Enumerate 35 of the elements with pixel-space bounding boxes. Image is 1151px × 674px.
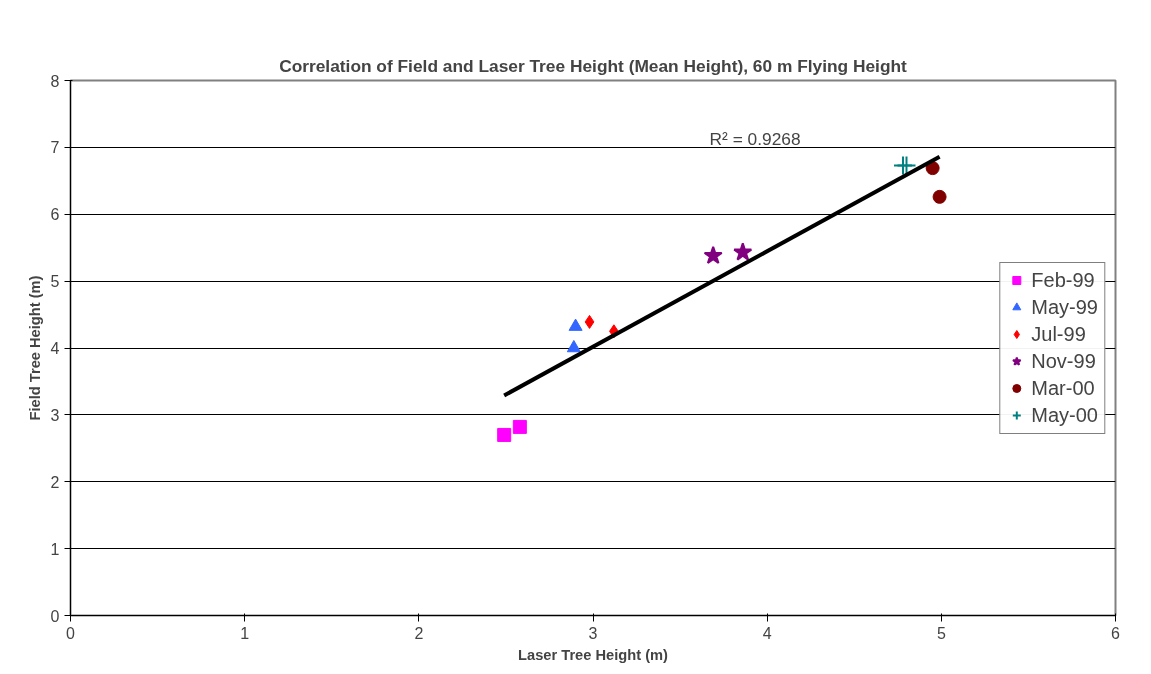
- x-tick-label: 2: [414, 624, 424, 642]
- point: [703, 245, 723, 264]
- y-axis-title: Field Tree Height (m): [26, 275, 43, 421]
- x-axis-title: Laser Tree Height (m): [518, 646, 669, 663]
- legend-label: Nov-99: [1031, 349, 1096, 373]
- y-tick-label: 3: [50, 406, 60, 424]
- point: [584, 314, 595, 329]
- y-tick-label: 1: [50, 540, 60, 558]
- x-tick-label: 4: [762, 624, 772, 642]
- annotation: R² = 0.9268: [709, 128, 801, 149]
- x-tick-label: 3: [588, 624, 598, 642]
- point: [733, 242, 753, 261]
- legend-label: Mar-00: [1031, 376, 1095, 400]
- x-tick-label: 6: [1111, 624, 1121, 642]
- y-tick-label: 0: [50, 607, 60, 625]
- y-tick-label: 4: [50, 340, 60, 357]
- chart-title: Correlation of Field and Laser Tree Height (Mean Height), 60 m Flying Height: [279, 55, 908, 76]
- point: [566, 339, 581, 353]
- y-tick-label: 2: [50, 473, 60, 491]
- legend-label: Jul-99: [1031, 322, 1086, 346]
- x-tick-label: 1: [240, 624, 250, 642]
- point: [932, 189, 947, 204]
- legend-label: May-99: [1031, 295, 1098, 319]
- point: [568, 318, 583, 331]
- point: [497, 427, 512, 442]
- legend-label: May-00: [1031, 403, 1098, 427]
- y-tick-label: 7: [50, 139, 60, 157]
- legend-label: Feb-99: [1031, 268, 1095, 292]
- x-tick-label: 5: [936, 624, 946, 642]
- y-tick-label: 5: [50, 273, 60, 291]
- y-tick-label: 8: [50, 72, 60, 90]
- x-tick-label: 0: [66, 624, 76, 642]
- point: [512, 419, 527, 434]
- y-tick-label: 6: [50, 206, 60, 224]
- point: [925, 161, 940, 176]
